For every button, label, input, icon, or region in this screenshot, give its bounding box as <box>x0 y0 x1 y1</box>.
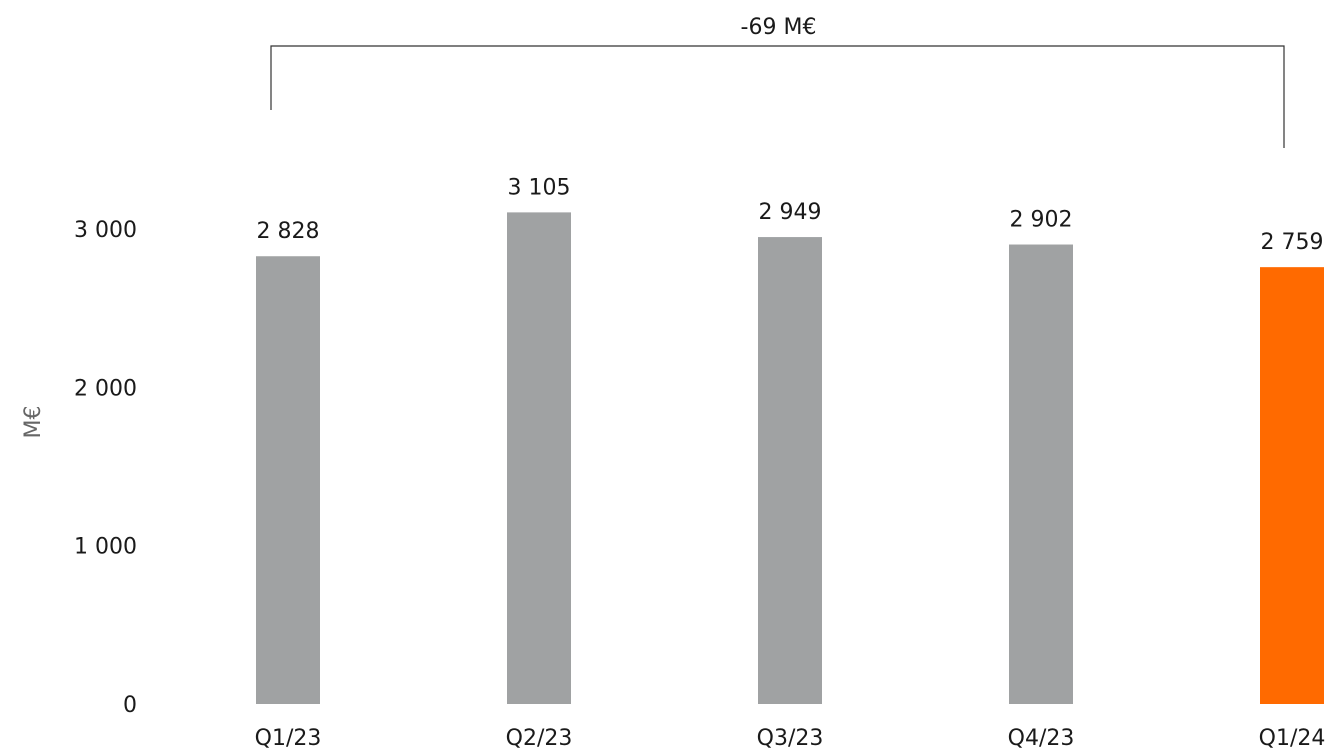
bar-value-label: 2 902 <box>1010 208 1073 233</box>
bar-value-label: 2 759 <box>1261 230 1324 255</box>
bar-value-label: 3 105 <box>508 175 571 200</box>
bars <box>256 212 1324 704</box>
x-tick-label: Q4/23 <box>1008 726 1075 751</box>
change-annotation-text: -69 M€ <box>741 15 817 40</box>
y-tick-label: 3 000 <box>74 218 137 243</box>
data-labels: 2 828 3 105 2 949 2 902 2 759 <box>257 175 1324 255</box>
bar <box>758 237 822 704</box>
y-tick-label: 0 <box>123 693 137 718</box>
y-axis-ticks: 0 1 000 2 000 3 000 <box>74 218 137 718</box>
y-tick-label: 2 000 <box>74 376 137 401</box>
bar-value-label: 2 949 <box>759 200 822 225</box>
x-axis-labels: Q1/23 Q2/23 Q3/23 Q4/23 Q1/24 <box>255 726 1326 751</box>
bar <box>507 212 571 704</box>
change-bracket <box>270 45 1285 148</box>
bar-value-label: 2 828 <box>257 219 320 244</box>
bar <box>1260 267 1324 704</box>
bar <box>256 256 320 704</box>
x-tick-label: Q1/23 <box>255 726 322 751</box>
x-tick-label: Q2/23 <box>506 726 573 751</box>
change-annotation: -69 M€ <box>270 15 1285 148</box>
y-axis-title: M€ <box>21 406 46 439</box>
x-tick-label: Q3/23 <box>757 726 824 751</box>
bar <box>1009 244 1073 704</box>
x-tick-label: Q1/24 <box>1259 726 1326 751</box>
y-tick-label: 1 000 <box>74 535 137 560</box>
